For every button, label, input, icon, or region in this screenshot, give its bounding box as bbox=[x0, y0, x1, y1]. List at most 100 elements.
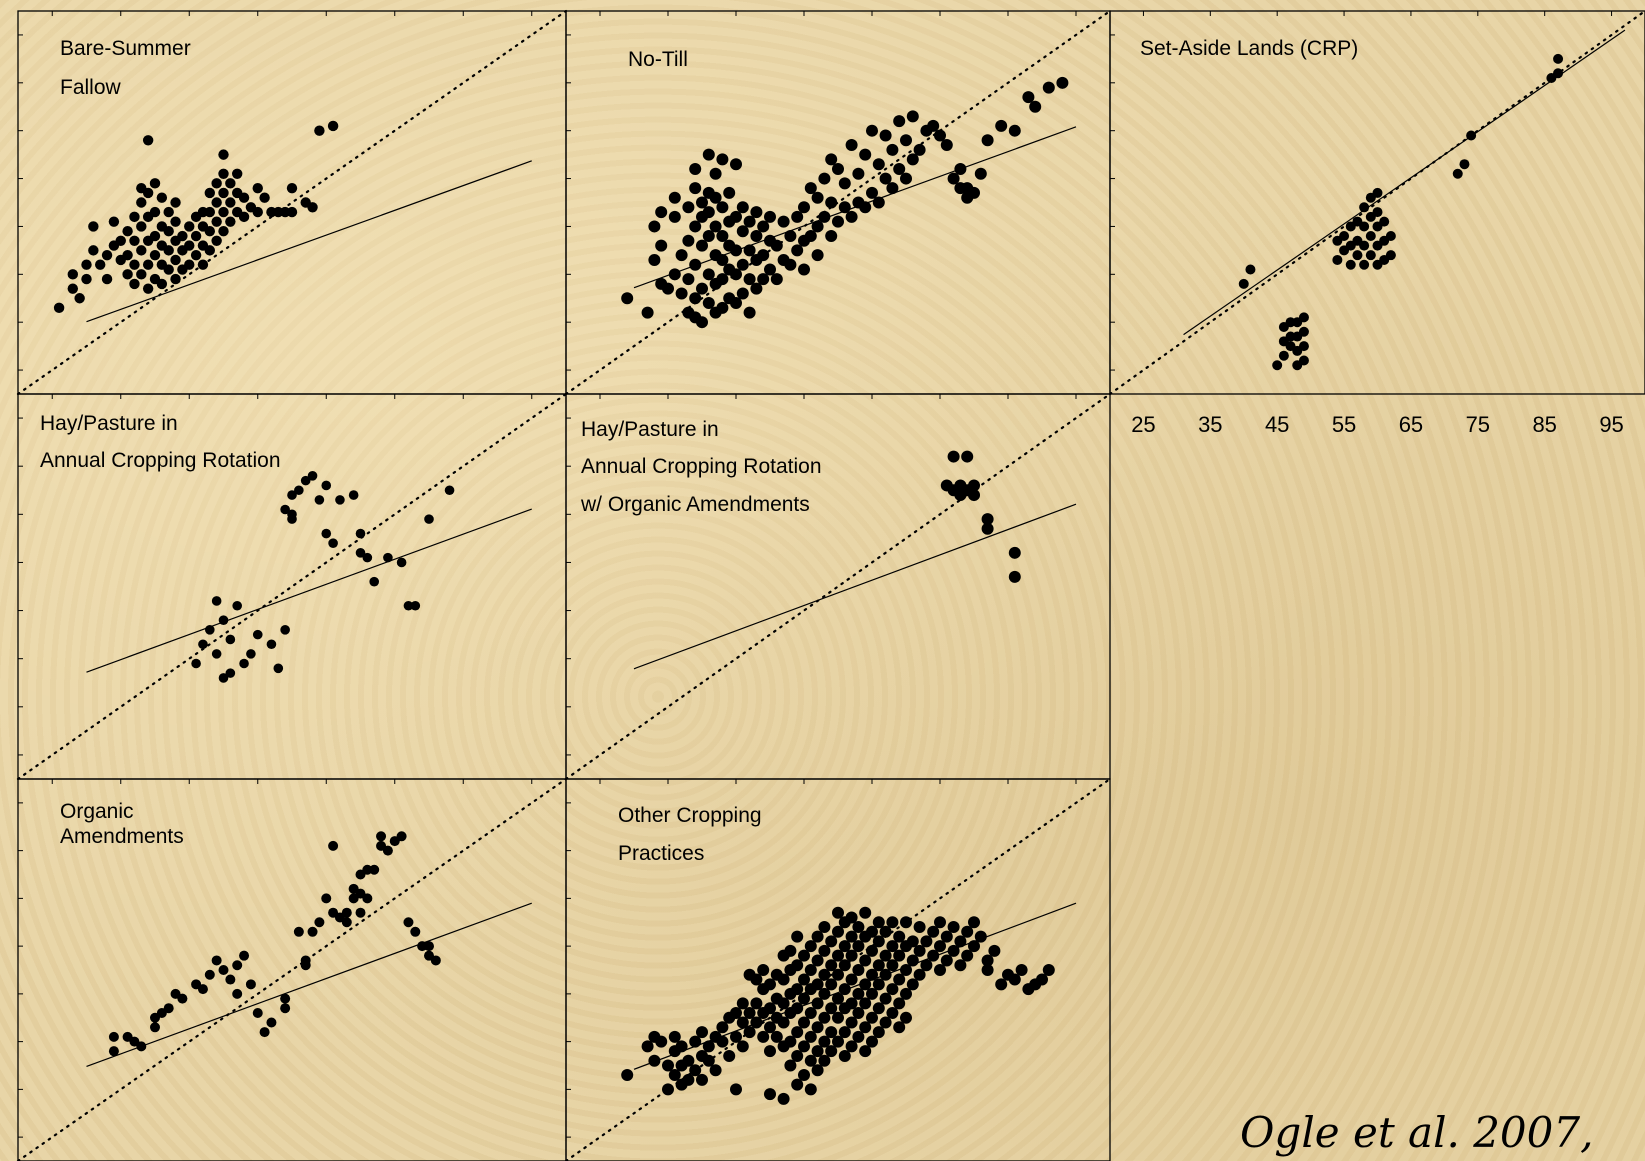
data-point bbox=[204, 206, 215, 218]
panel-title-line: w/ Organic Amendments bbox=[580, 493, 810, 516]
panel-frame bbox=[1109, 10, 1645, 395]
data-point bbox=[791, 959, 804, 972]
data-point bbox=[709, 191, 722, 204]
data-point bbox=[1008, 570, 1021, 583]
data-point bbox=[225, 197, 236, 208]
data-point bbox=[225, 178, 236, 189]
data-point bbox=[662, 282, 674, 295]
data-point bbox=[913, 944, 926, 957]
data-point bbox=[777, 215, 790, 228]
data-point bbox=[239, 658, 249, 669]
data-point bbox=[675, 249, 688, 262]
data-point bbox=[838, 1026, 851, 1039]
data-point bbox=[205, 625, 215, 635]
data-point bbox=[252, 629, 263, 640]
data-point bbox=[1022, 91, 1035, 104]
data-point bbox=[417, 941, 428, 952]
data-point bbox=[852, 167, 865, 180]
data-point bbox=[190, 230, 202, 242]
data-point bbox=[218, 226, 229, 237]
data-point bbox=[818, 968, 831, 981]
data-point bbox=[232, 600, 242, 611]
data-point bbox=[859, 148, 872, 161]
panel-bare-summer-fallow: Bare-Summer Fallow bbox=[16, 9, 568, 396]
data-point bbox=[1298, 341, 1309, 352]
data-point bbox=[136, 221, 147, 232]
data-point bbox=[757, 249, 770, 262]
data-point bbox=[736, 1016, 749, 1029]
data-point bbox=[668, 1069, 681, 1082]
data-point bbox=[811, 954, 824, 967]
data-point bbox=[825, 1002, 838, 1015]
data-point bbox=[995, 119, 1008, 132]
data-point bbox=[246, 649, 256, 659]
data-point bbox=[893, 973, 906, 986]
data-point bbox=[293, 926, 304, 937]
data-point bbox=[825, 959, 838, 972]
data-point bbox=[675, 1040, 688, 1053]
data-point bbox=[798, 949, 810, 962]
data-point bbox=[832, 925, 844, 938]
data-point bbox=[954, 959, 967, 972]
data-point bbox=[981, 522, 994, 535]
data-point bbox=[1056, 76, 1069, 89]
data-point bbox=[129, 211, 140, 223]
data-point bbox=[696, 196, 708, 209]
data-point bbox=[764, 978, 776, 991]
data-point bbox=[906, 110, 919, 123]
data-point bbox=[934, 129, 946, 142]
x-tick-label: 55 bbox=[1332, 412, 1356, 437]
data-point bbox=[825, 153, 838, 166]
data-point bbox=[668, 191, 681, 204]
data-point bbox=[424, 514, 434, 524]
data-point bbox=[804, 182, 817, 195]
x-tick-label: 45 bbox=[1265, 412, 1289, 437]
data-point bbox=[702, 1054, 715, 1067]
data-point bbox=[757, 1030, 770, 1043]
data-point bbox=[886, 1006, 899, 1019]
data-point bbox=[872, 916, 885, 929]
data-point bbox=[954, 935, 967, 948]
data-point bbox=[900, 134, 912, 147]
data-point bbox=[1272, 360, 1283, 371]
data-point bbox=[825, 978, 838, 991]
data-point bbox=[770, 239, 783, 252]
data-point bbox=[136, 269, 147, 280]
data-point bbox=[723, 1049, 736, 1062]
data-point bbox=[784, 258, 797, 271]
data-point bbox=[129, 259, 140, 270]
x-tick-label: 75 bbox=[1466, 412, 1490, 437]
data-point bbox=[981, 954, 994, 967]
data-point bbox=[280, 625, 290, 635]
data-point bbox=[218, 168, 229, 179]
panel-title-line: No-Till bbox=[628, 48, 688, 71]
data-point bbox=[750, 997, 763, 1010]
data-point bbox=[968, 916, 980, 929]
data-point bbox=[321, 893, 332, 904]
data-point bbox=[232, 988, 243, 999]
data-point bbox=[204, 969, 215, 980]
data-point bbox=[906, 153, 919, 166]
data-point bbox=[866, 1035, 878, 1048]
data-point bbox=[287, 514, 297, 524]
data-point bbox=[218, 187, 229, 199]
data-point bbox=[170, 254, 181, 266]
data-point bbox=[287, 490, 297, 500]
data-point bbox=[655, 239, 668, 252]
data-point bbox=[825, 1026, 838, 1039]
data-point bbox=[879, 992, 892, 1005]
data-point bbox=[893, 930, 906, 943]
data-point bbox=[403, 600, 414, 611]
data-point bbox=[872, 1002, 885, 1015]
data-point bbox=[689, 258, 702, 271]
data-point bbox=[702, 1040, 715, 1053]
data-point bbox=[689, 1064, 702, 1077]
data-point bbox=[252, 206, 263, 218]
data-point bbox=[723, 186, 736, 199]
regression-line bbox=[86, 160, 532, 323]
data-point bbox=[238, 211, 250, 223]
data-point bbox=[1365, 231, 1376, 242]
data-point bbox=[872, 959, 885, 972]
data-point bbox=[838, 959, 851, 972]
data-point bbox=[832, 1011, 844, 1024]
